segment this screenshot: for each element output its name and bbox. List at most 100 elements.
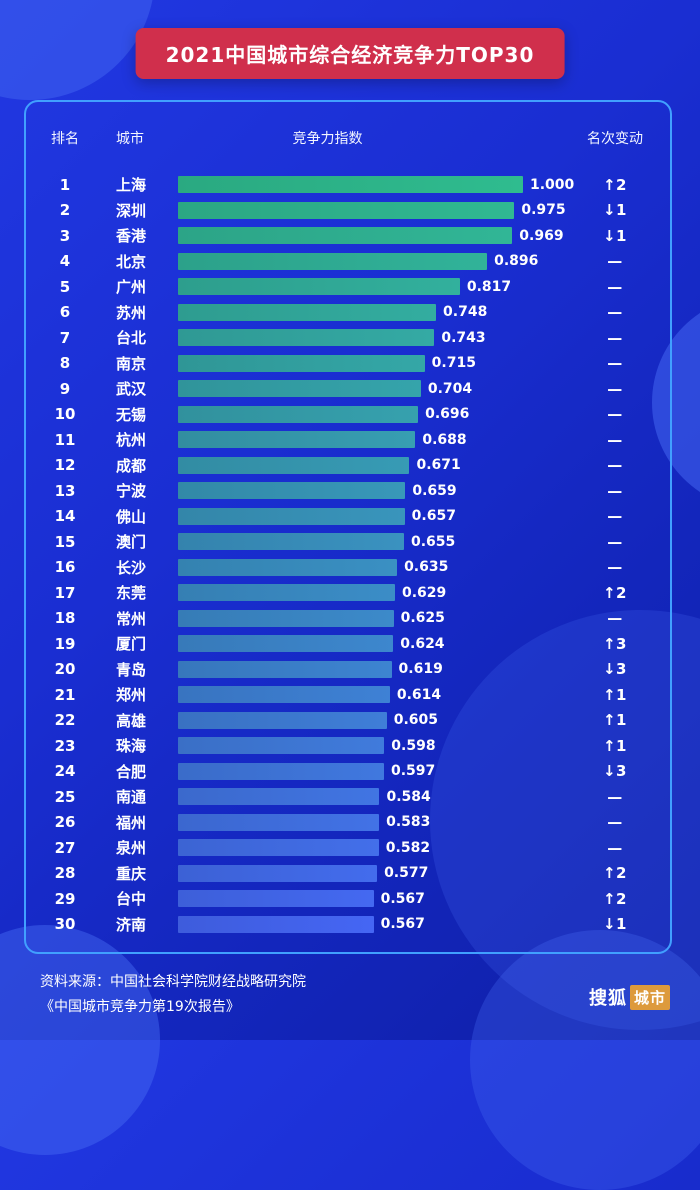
- rank-cell: 20: [54, 660, 76, 679]
- rank-cell: 11: [54, 430, 76, 449]
- rank-cell: 22: [54, 711, 76, 730]
- table-row: 25 南通 0.584 —: [26, 784, 670, 810]
- bar-track: 0.567: [178, 890, 572, 908]
- bar: [178, 558, 398, 576]
- table-row: 3 香港 0.969 ↓1: [26, 223, 670, 249]
- rank-cell: 1: [59, 175, 71, 194]
- bar-track: 0.597: [178, 762, 572, 780]
- rank-cell: 19: [54, 634, 76, 653]
- bar-track: 0.743: [178, 329, 572, 347]
- bar: [178, 609, 394, 627]
- city-cell: 无锡: [116, 405, 147, 424]
- value-label: 0.624: [400, 635, 445, 652]
- value-label: 0.605: [393, 712, 439, 729]
- rank-cell: 17: [54, 583, 76, 602]
- source-line-1: 资料来源：中国社会科学院财经战略研究院: [40, 974, 306, 990]
- bar-track: 0.671: [178, 456, 572, 474]
- rank-cell: 29: [54, 889, 76, 908]
- city-cell: 澳门: [116, 533, 147, 552]
- value-label: 0.625: [400, 610, 445, 627]
- rank-cell: 15: [54, 532, 76, 551]
- change-cell: ↓1: [602, 915, 627, 934]
- value-label: 0.817: [466, 278, 512, 295]
- bar-track: 0.704: [178, 380, 572, 398]
- city-cell: 深圳: [116, 201, 147, 220]
- bar-track: 0.657: [178, 507, 572, 525]
- rank-cell: 3: [59, 226, 71, 245]
- city-cell: 香港: [116, 227, 147, 246]
- change-cell: —: [607, 481, 623, 500]
- bar: [178, 431, 416, 449]
- decorative-circle-top-left: [0, 0, 155, 100]
- bar: [178, 839, 379, 857]
- change-cell: —: [607, 277, 623, 296]
- city-cell: 泉州: [116, 839, 147, 858]
- table-row: 2 深圳 0.975 ↓1: [26, 198, 670, 224]
- rank-cell: 23: [54, 736, 76, 755]
- value-label: 0.567: [380, 890, 425, 907]
- city-cell: 台北: [116, 329, 147, 348]
- table-body: 1 上海 1.000 ↑2 2 深圳 0.975 ↓1 3 香港 0.969 ↓…: [26, 172, 670, 937]
- bar: [178, 686, 390, 704]
- table-row: 22 高雄 0.605 ↑1: [26, 708, 670, 734]
- logo-badge: 城市: [629, 984, 670, 1010]
- decorative-circle-bottom-left: [0, 925, 160, 1155]
- value-label: 0.619: [398, 661, 443, 678]
- rank-cell: 7: [59, 328, 71, 347]
- value-label: 0.598: [391, 737, 436, 754]
- bar: [178, 456, 410, 474]
- rank-cell: 21: [54, 685, 76, 704]
- change-cell: —: [607, 609, 623, 628]
- city-cell: 苏州: [116, 303, 147, 322]
- table-row: 9 武汉 0.704 —: [26, 376, 670, 402]
- table-row: 17 东莞 0.629 ↑2: [26, 580, 670, 606]
- bar: [178, 813, 380, 831]
- change-cell: ↓1: [602, 201, 627, 220]
- bar: [178, 252, 488, 270]
- city-cell: 北京: [116, 252, 147, 271]
- bar: [178, 380, 421, 398]
- change-cell: ↓1: [602, 226, 627, 245]
- table-row: 5 广州 0.817 —: [26, 274, 670, 300]
- change-cell: —: [607, 405, 623, 424]
- bar-track: 0.567: [178, 915, 572, 933]
- bar: [178, 788, 380, 806]
- page-title: 2021中国城市综合经济竞争力TOP30: [165, 43, 535, 67]
- change-cell: —: [607, 507, 623, 526]
- bar-track: 0.614: [178, 686, 572, 704]
- change-cell: —: [607, 430, 623, 449]
- change-cell: —: [607, 456, 623, 475]
- table-header: 排名 城市 竞争力指数 名次变动: [26, 128, 670, 148]
- city-cell: 武汉: [116, 380, 147, 399]
- value-label: 0.635: [404, 559, 449, 576]
- change-cell: ↓3: [602, 660, 627, 679]
- city-cell: 重庆: [116, 864, 147, 883]
- header-change: 名次变动: [587, 131, 643, 147]
- city-cell: 高雄: [116, 711, 147, 730]
- value-label: 0.896: [494, 253, 539, 270]
- value-label: 0.659: [412, 482, 457, 499]
- value-label: 0.657: [411, 508, 456, 525]
- bar: [178, 762, 384, 780]
- change-cell: —: [607, 328, 623, 347]
- value-label: 0.584: [386, 788, 431, 805]
- rank-cell: 12: [54, 456, 76, 475]
- bar-track: 0.583: [178, 813, 572, 831]
- rank-cell: 6: [59, 303, 71, 322]
- rank-cell: 25: [54, 787, 76, 806]
- bar: [178, 482, 406, 500]
- bar-track: 0.748: [178, 303, 572, 321]
- city-cell: 南通: [116, 788, 147, 807]
- bar-track: 0.715: [178, 354, 572, 372]
- city-cell: 成都: [116, 456, 147, 475]
- rank-cell: 16: [54, 558, 76, 577]
- value-label: 0.715: [431, 355, 476, 372]
- change-cell: —: [607, 838, 623, 857]
- bar: [178, 201, 515, 219]
- bar-track: 0.896: [178, 252, 572, 270]
- bar: [178, 533, 404, 551]
- source-line-2: 《中国城市竞争力第19次报告》: [40, 999, 240, 1016]
- bar-track: 0.629: [178, 584, 572, 602]
- bar-track: 0.696: [178, 405, 572, 423]
- value-label: 1.000: [530, 176, 575, 193]
